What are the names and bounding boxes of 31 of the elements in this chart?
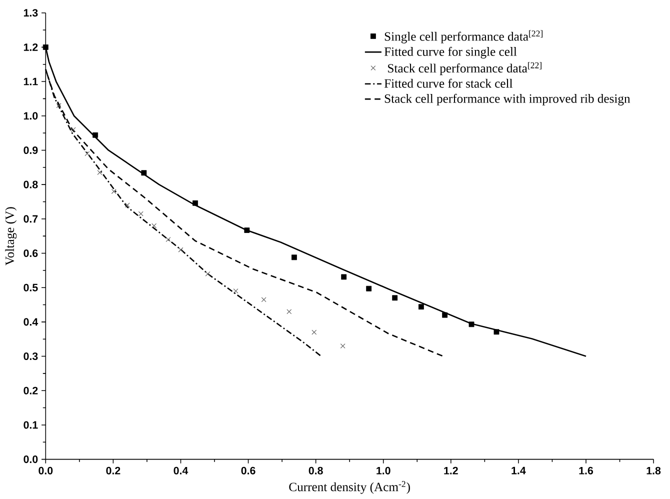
x-tick-label: 1.2 <box>444 466 458 474</box>
y-tick-label: 1.0 <box>24 112 38 120</box>
y-tick-label: 1.2 <box>24 43 38 51</box>
y-tick-label: 0.3 <box>24 352 38 360</box>
legend-label: Single cell performance data$^{[22]}$ <box>384 30 543 44</box>
legend-label: Stack cell performance data$^{[22]}$ <box>388 62 542 76</box>
x-axis-title: Current density (Acm$^{-2}$) <box>289 481 410 494</box>
legend-label: Fitted curve for stack cell <box>384 78 513 88</box>
x-tick-label: 0.4 <box>174 466 188 474</box>
y-tick-label: 0.8 <box>24 180 38 188</box>
legend-label: Stack cell performance with improved rib design <box>384 94 630 106</box>
y-tick-label: 0.2 <box>24 386 38 394</box>
y-tick-label: 1.1 <box>24 78 38 86</box>
y-tick-label: 0.5 <box>24 284 38 292</box>
x-tick-label: 1.8 <box>646 466 661 474</box>
x-tick-label: 1.6 <box>579 466 594 474</box>
x-tick-label: 0.0 <box>38 466 53 474</box>
y-tick-label: 0.0 <box>24 456 38 464</box>
y-tick-label: 0.6 <box>24 249 38 258</box>
x-tick-label: 1.4 <box>512 466 526 474</box>
y-axis-title: Voltage (V) <box>5 207 17 266</box>
y-tick-label: 0.7 <box>24 215 38 223</box>
x-tick-label: 1.0 <box>376 466 390 474</box>
x-tick-label: 0.2 <box>106 466 120 474</box>
legend-label: Fitted curve for single cell <box>384 46 517 59</box>
y-tick-label: 1.3 <box>24 9 38 17</box>
y-tick-label: 0.9 <box>24 146 38 154</box>
y-tick-label: 0.1 <box>24 421 38 429</box>
x-tick-label: 0.8 <box>308 466 323 474</box>
y-tick-label: 0.4 <box>24 318 38 326</box>
x-tick-label: 0.6 <box>241 466 256 474</box>
